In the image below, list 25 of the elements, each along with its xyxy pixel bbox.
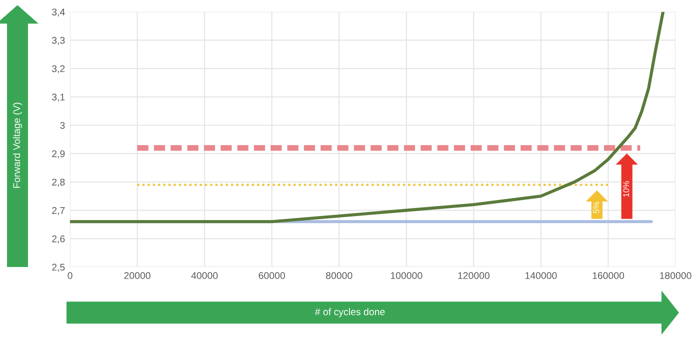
y-tick-label: 2,7 — [52, 207, 65, 216]
y-tick-label: 2,6 — [52, 235, 65, 244]
x-tick-label: 120000 — [458, 272, 490, 280]
x-tick-label: 180000 — [660, 272, 692, 280]
y-tick-label: 2,8 — [52, 178, 65, 187]
y-tick-label: 3 — [60, 122, 65, 129]
x-tick-label: 160000 — [592, 272, 624, 280]
x-tick-label: 60000 — [258, 272, 285, 280]
line-series — [70, 12, 665, 224]
x-tick-label: 80000 — [326, 272, 352, 280]
x-tick-label: 20000 — [124, 272, 150, 280]
y-tick-label: 3,3 — [52, 36, 65, 45]
y-tick-label: 3,4 — [52, 8, 65, 17]
x-tick-label: 0 — [68, 272, 72, 280]
y-tick-label: 3,2 — [52, 65, 65, 74]
y-tick-label: 2,9 — [52, 150, 65, 158]
x-tick-label: 100000 — [390, 272, 422, 280]
annotation: 5% — [593, 202, 600, 214]
x-tick-label: 40000 — [191, 272, 218, 280]
x-axis-title: # of cycles done — [314, 308, 385, 318]
y-tick-label: 3,1 — [52, 94, 65, 102]
x-tick-label: 140000 — [525, 272, 557, 280]
y-axis-title: Forward Voltage (V) — [12, 102, 22, 188]
annotation: 10% — [623, 181, 630, 197]
y-tick-label: 2,5 — [52, 264, 65, 272]
